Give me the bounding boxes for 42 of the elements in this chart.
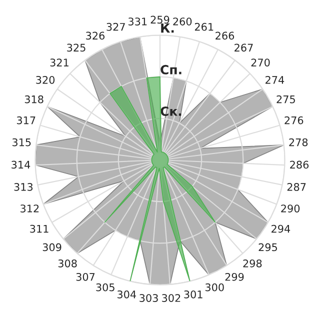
spoke-label: 266 <box>216 32 234 40</box>
spoke-label: 300 <box>205 283 224 292</box>
spoke-label: 327 <box>106 22 125 31</box>
spoke-label: 308 <box>58 259 77 268</box>
spoke-label: 321 <box>50 58 68 66</box>
spoke-label: 304 <box>117 290 136 298</box>
spoke-label: 261 <box>194 22 214 31</box>
spoke-label: 305 <box>96 283 114 292</box>
spoke-label: 259 <box>150 16 170 24</box>
spoke-label: 270 <box>251 58 270 66</box>
spoke-label: 278 <box>289 138 308 146</box>
spoke-label: 331 <box>128 18 147 26</box>
y-tick-label: Сп. <box>160 64 182 74</box>
spoke-label: 313 <box>14 183 33 191</box>
spoke-label: 303 <box>140 294 158 302</box>
spoke-label: 301 <box>184 290 202 298</box>
spoke-label: 312 <box>20 204 39 212</box>
spoke-label: 302 <box>162 294 180 302</box>
spoke-label: 307 <box>76 272 95 281</box>
spoke-label: 314 <box>12 160 30 169</box>
spoke-label: 298 <box>243 259 262 268</box>
spoke-label: 315 <box>12 138 31 146</box>
spoke-label: 287 <box>287 183 306 191</box>
spoke-label: 299 <box>225 272 244 281</box>
spoke-label: 295 <box>258 243 277 252</box>
spoke-label: 318 <box>24 95 44 104</box>
y-tick-label: К. <box>161 23 174 33</box>
spoke-label: 274 <box>266 76 284 84</box>
spoke-label: 275 <box>276 95 295 104</box>
spoke-label: 290 <box>281 204 300 212</box>
spoke-label: 325 <box>67 44 86 52</box>
spoke-label: 317 <box>16 116 36 124</box>
spoke-label: 286 <box>290 160 309 169</box>
spoke-label: 260 <box>173 18 192 26</box>
y-tick-label: Ск. <box>160 106 182 116</box>
spoke-label: 311 <box>30 224 48 233</box>
spoke-label: 294 <box>272 224 290 233</box>
spoke-label: 326 <box>86 32 105 40</box>
spoke-label: 309 <box>42 243 62 252</box>
spoke-label: 267 <box>234 44 253 52</box>
spoke-label: 276 <box>284 116 304 124</box>
spoke-label: 320 <box>36 76 55 84</box>
